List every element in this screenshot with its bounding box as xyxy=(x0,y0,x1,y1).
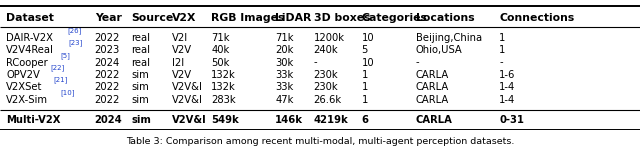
Text: 33k: 33k xyxy=(275,70,294,80)
Text: sim: sim xyxy=(131,82,149,92)
Text: Dataset: Dataset xyxy=(6,13,54,23)
Text: Source: Source xyxy=(131,13,173,23)
Text: RGB Images: RGB Images xyxy=(211,13,285,23)
Text: [23]: [23] xyxy=(68,40,83,46)
Text: 2022: 2022 xyxy=(95,82,120,92)
Text: 1: 1 xyxy=(362,95,368,105)
Text: 2022: 2022 xyxy=(95,70,120,80)
Text: 1: 1 xyxy=(362,82,368,92)
Text: 132k: 132k xyxy=(211,82,236,92)
Text: CARLA: CARLA xyxy=(416,95,449,105)
Text: 230k: 230k xyxy=(314,70,338,80)
Text: OPV2V: OPV2V xyxy=(6,70,40,80)
Text: [21]: [21] xyxy=(53,77,68,83)
Text: 132k: 132k xyxy=(211,70,236,80)
Text: -: - xyxy=(499,58,503,67)
Text: 30k: 30k xyxy=(275,58,294,67)
Text: CARLA: CARLA xyxy=(416,82,449,92)
Text: 1: 1 xyxy=(362,70,368,80)
Text: 50k: 50k xyxy=(211,58,230,67)
Text: V2V&I: V2V&I xyxy=(172,115,206,126)
Text: 71k: 71k xyxy=(275,33,294,43)
Text: Beijing,China: Beijing,China xyxy=(416,33,482,43)
Text: real: real xyxy=(131,58,150,67)
Text: -: - xyxy=(314,58,317,67)
Text: 33k: 33k xyxy=(275,82,294,92)
Text: 1200k: 1200k xyxy=(314,33,344,43)
Text: 2023: 2023 xyxy=(95,45,120,55)
Text: CARLA: CARLA xyxy=(416,115,453,126)
Text: V2X-Sim: V2X-Sim xyxy=(6,95,49,105)
Text: 1-6: 1-6 xyxy=(499,70,516,80)
Text: real: real xyxy=(131,33,150,43)
Text: Ohio,USA: Ohio,USA xyxy=(416,45,463,55)
Text: -: - xyxy=(416,58,420,67)
Text: sim: sim xyxy=(131,115,151,126)
Text: 1-4: 1-4 xyxy=(499,95,515,105)
Text: 1: 1 xyxy=(499,33,506,43)
Text: RCooper: RCooper xyxy=(6,58,48,67)
Text: 4219k: 4219k xyxy=(314,115,348,126)
Text: sim: sim xyxy=(131,95,149,105)
Text: [5]: [5] xyxy=(60,52,70,59)
Text: 230k: 230k xyxy=(314,82,338,92)
Text: sim: sim xyxy=(131,70,149,80)
Text: Connections: Connections xyxy=(499,13,575,23)
Text: 240k: 240k xyxy=(314,45,338,55)
Text: DAIR-V2X: DAIR-V2X xyxy=(6,33,53,43)
Text: V2V4Real: V2V4Real xyxy=(6,45,54,55)
Text: 20k: 20k xyxy=(275,45,294,55)
Text: Year: Year xyxy=(95,13,122,23)
Text: [22]: [22] xyxy=(50,64,65,71)
Text: 1: 1 xyxy=(499,45,506,55)
Text: V2V&I: V2V&I xyxy=(172,95,202,105)
Text: V2V&I: V2V&I xyxy=(172,82,202,92)
Text: Table 3: Comparison among recent multi-modal, multi-agent perception datasets.: Table 3: Comparison among recent multi-m… xyxy=(126,137,514,147)
Text: 2024: 2024 xyxy=(95,115,122,126)
Text: 47k: 47k xyxy=(275,95,294,105)
Text: CARLA: CARLA xyxy=(416,70,449,80)
Text: [26]: [26] xyxy=(67,27,81,34)
Text: 6: 6 xyxy=(362,115,369,126)
Text: V2V: V2V xyxy=(172,45,191,55)
Text: 2022: 2022 xyxy=(95,95,120,105)
Text: 3D boxes: 3D boxes xyxy=(314,13,370,23)
Text: 40k: 40k xyxy=(211,45,230,55)
Text: V2V: V2V xyxy=(172,70,191,80)
Text: LiDAR: LiDAR xyxy=(275,13,312,23)
Text: 1-4: 1-4 xyxy=(499,82,515,92)
Text: Categories: Categories xyxy=(362,13,428,23)
Text: 549k: 549k xyxy=(211,115,239,126)
Text: 71k: 71k xyxy=(211,33,230,43)
Text: 26.6k: 26.6k xyxy=(314,95,342,105)
Text: V2X: V2X xyxy=(172,13,196,23)
Text: 0-31: 0-31 xyxy=(499,115,524,126)
Text: [10]: [10] xyxy=(61,89,75,96)
Text: 10: 10 xyxy=(362,58,374,67)
Text: 10: 10 xyxy=(362,33,374,43)
Text: Locations: Locations xyxy=(416,13,475,23)
Text: I2I: I2I xyxy=(172,58,184,67)
Text: real: real xyxy=(131,45,150,55)
Text: 5: 5 xyxy=(362,45,368,55)
Text: 146k: 146k xyxy=(275,115,303,126)
Text: 2024: 2024 xyxy=(95,58,120,67)
Text: V2I: V2I xyxy=(172,33,188,43)
Text: 2022: 2022 xyxy=(95,33,120,43)
Text: V2XSet: V2XSet xyxy=(6,82,43,92)
Text: Multi-V2X: Multi-V2X xyxy=(6,115,61,126)
Text: 283k: 283k xyxy=(211,95,236,105)
